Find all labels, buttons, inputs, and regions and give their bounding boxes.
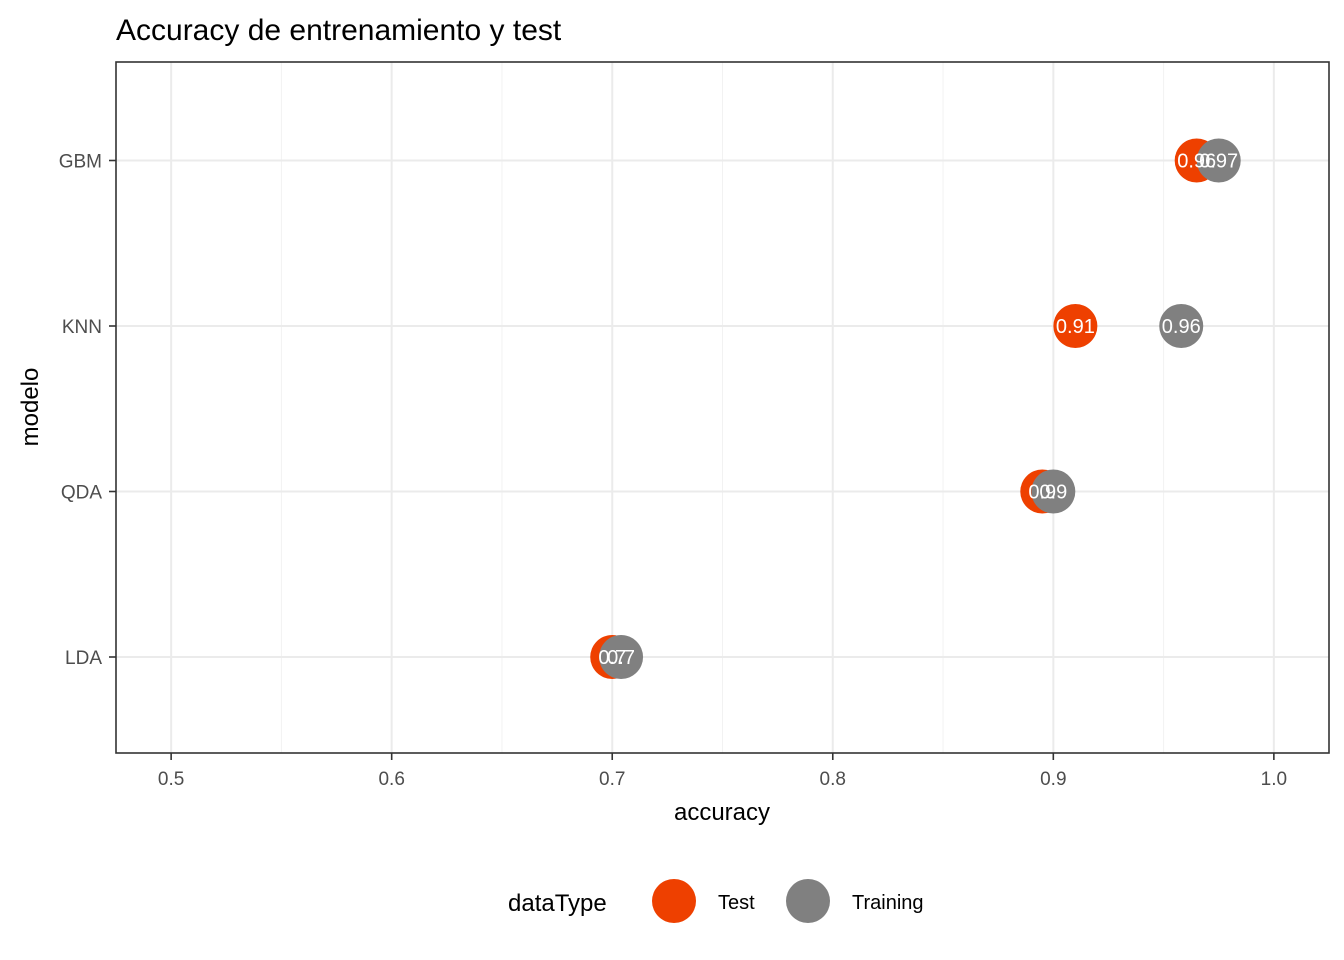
legend-label-training: Training [852,892,924,914]
chart-title: Accuracy de entrenamiento y test [116,14,562,47]
x-tick-label: 0.5 [158,769,184,790]
y-tick-label: LDA [65,648,102,669]
x-tick-label: 1.0 [1261,769,1287,790]
label-training-lda: 0.7 [607,647,635,669]
x-axis-title: accuracy [674,799,770,826]
y-axis-title: modelo [17,368,44,447]
legend-label-test: Test [718,892,755,914]
x-tick-label: 0.6 [378,769,404,790]
legend-title: dataType [508,890,607,917]
y-tick-label: KNN [62,317,102,338]
x-tick-label: 0.7 [599,769,625,790]
label-training-knn: 0.96 [1162,316,1201,338]
legend-key-test [652,879,696,923]
y-tick-label: QDA [61,483,103,504]
label-test-knn: 0.91 [1056,316,1095,338]
x-tick-label: 0.9 [1040,769,1066,790]
y-tick-label: GBM [59,152,102,173]
label-training-gbm: 0.97 [1199,151,1238,173]
label-training-qda: 0.9 [1039,482,1067,504]
x-tick-label: 0.8 [820,769,846,790]
legend-key-training [786,879,830,923]
